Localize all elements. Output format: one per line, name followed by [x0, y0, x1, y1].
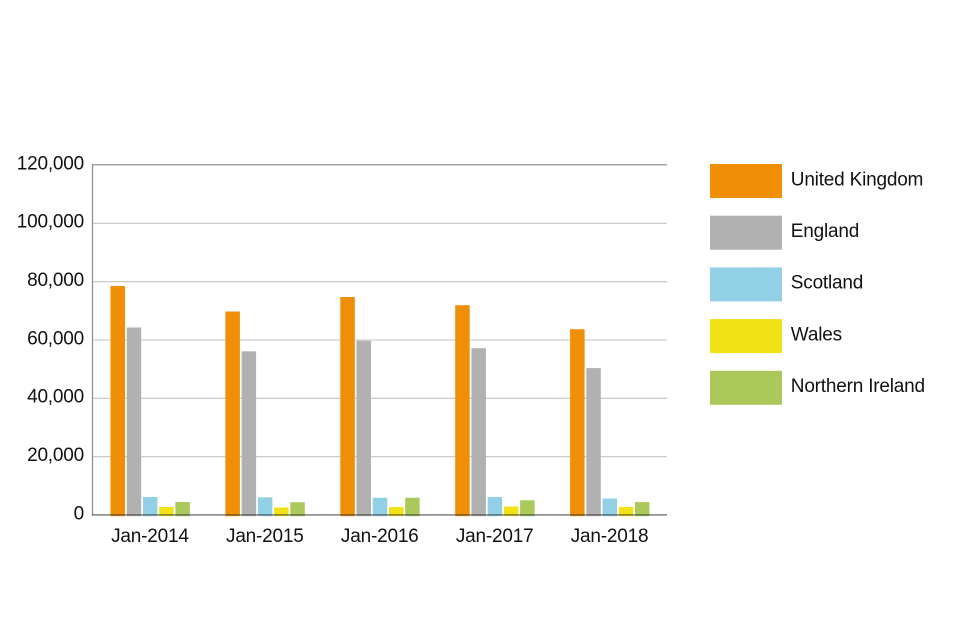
svg-text:Wales: Wales [791, 324, 842, 345]
svg-text:80,000: 80,000 [27, 270, 84, 291]
svg-text:Jan-2016: Jan-2016 [341, 526, 419, 547]
svg-text:England: England [791, 221, 859, 242]
svg-text:Scotland: Scotland [791, 273, 863, 294]
svg-text:Northern Ireland: Northern Ireland [791, 376, 925, 397]
svg-text:Jan-2014: Jan-2014 [111, 526, 189, 547]
svg-text:0: 0 [74, 503, 84, 524]
svg-text:60,000: 60,000 [27, 328, 84, 349]
svg-text:Jan-2015: Jan-2015 [226, 526, 304, 547]
svg-text:Jan-2017: Jan-2017 [456, 526, 534, 547]
svg-text:120,000: 120,000 [17, 153, 84, 174]
svg-text:20,000: 20,000 [27, 445, 84, 466]
svg-text:Jan-2018: Jan-2018 [571, 526, 649, 547]
svg-text:40,000: 40,000 [27, 387, 84, 408]
svg-text:United Kingdom: United Kingdom [791, 169, 923, 190]
svg-text:100,000: 100,000 [17, 212, 84, 233]
